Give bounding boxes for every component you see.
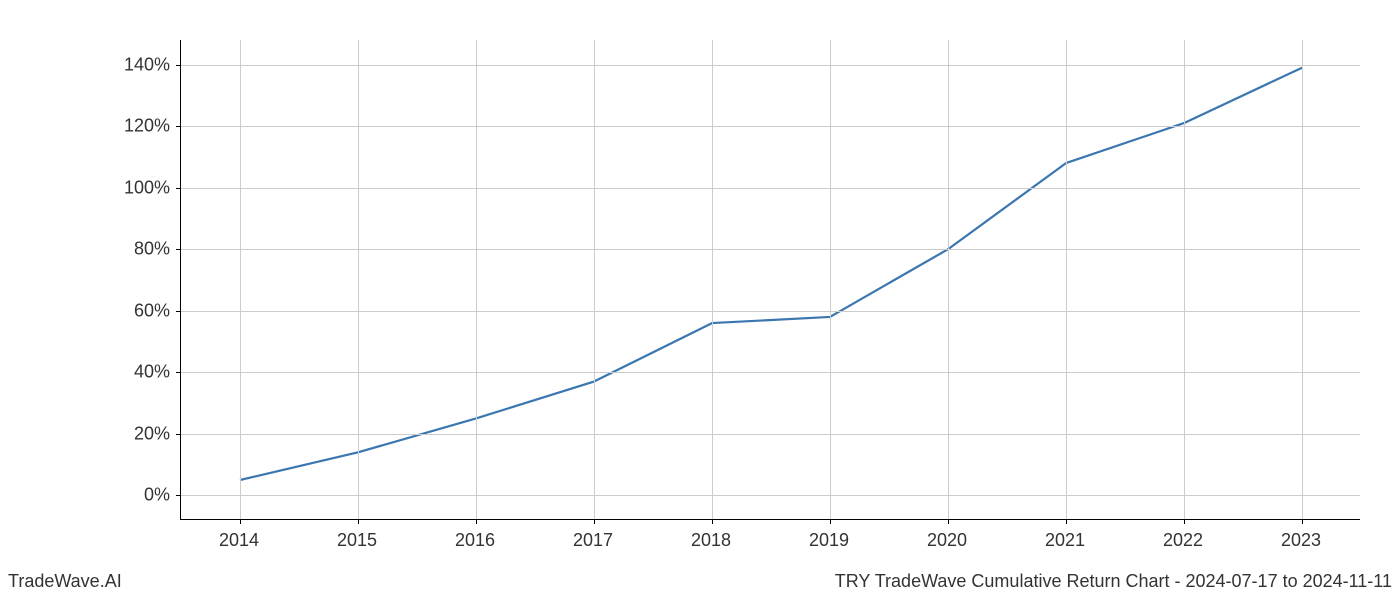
gridline-h xyxy=(181,126,1360,127)
x-axis-label: 2018 xyxy=(691,530,731,551)
gridline-v xyxy=(358,40,359,519)
gridline-v xyxy=(1066,40,1067,519)
x-axis-label: 2021 xyxy=(1045,530,1085,551)
tick-x xyxy=(948,519,949,524)
y-axis-label: 140% xyxy=(90,54,170,75)
footer-caption: TRY TradeWave Cumulative Return Chart - … xyxy=(835,571,1392,592)
y-axis-label: 120% xyxy=(90,116,170,137)
tick-x xyxy=(594,519,595,524)
tick-x xyxy=(830,519,831,524)
tick-y xyxy=(176,126,181,127)
gridline-v xyxy=(830,40,831,519)
tick-y xyxy=(176,495,181,496)
y-axis-label: 20% xyxy=(90,423,170,444)
gridline-h xyxy=(181,434,1360,435)
chart-container: 2014201520162017201820192020202120222023… xyxy=(180,40,1360,540)
y-axis-label: 100% xyxy=(90,177,170,198)
x-axis-label: 2022 xyxy=(1163,530,1203,551)
y-axis-label: 80% xyxy=(90,239,170,260)
gridline-v xyxy=(594,40,595,519)
gridline-v xyxy=(712,40,713,519)
tick-x xyxy=(240,519,241,524)
tick-x xyxy=(712,519,713,524)
footer-brand: TradeWave.AI xyxy=(8,571,122,592)
tick-x xyxy=(358,519,359,524)
y-axis-label: 60% xyxy=(90,300,170,321)
gridline-v xyxy=(240,40,241,519)
gridline-h xyxy=(181,495,1360,496)
y-axis-label: 40% xyxy=(90,362,170,383)
x-axis-label: 2015 xyxy=(337,530,377,551)
tick-y xyxy=(176,188,181,189)
tick-x xyxy=(1184,519,1185,524)
gridline-h xyxy=(181,372,1360,373)
y-axis-label: 0% xyxy=(90,485,170,506)
gridline-h xyxy=(181,249,1360,250)
plot-area xyxy=(180,40,1360,520)
gridline-v xyxy=(476,40,477,519)
tick-y xyxy=(176,249,181,250)
tick-x xyxy=(476,519,477,524)
gridline-h xyxy=(181,311,1360,312)
x-axis-label: 2016 xyxy=(455,530,495,551)
x-axis-label: 2020 xyxy=(927,530,967,551)
tick-y xyxy=(176,311,181,312)
tick-y xyxy=(176,65,181,66)
tick-x xyxy=(1302,519,1303,524)
gridline-v xyxy=(948,40,949,519)
gridline-h xyxy=(181,65,1360,66)
x-axis-label: 2017 xyxy=(573,530,613,551)
x-axis-label: 2014 xyxy=(219,530,259,551)
tick-y xyxy=(176,372,181,373)
x-axis-label: 2019 xyxy=(809,530,849,551)
gridline-v xyxy=(1302,40,1303,519)
gridline-h xyxy=(181,188,1360,189)
tick-x xyxy=(1066,519,1067,524)
tick-y xyxy=(176,434,181,435)
gridline-v xyxy=(1184,40,1185,519)
x-axis-label: 2023 xyxy=(1281,530,1321,551)
